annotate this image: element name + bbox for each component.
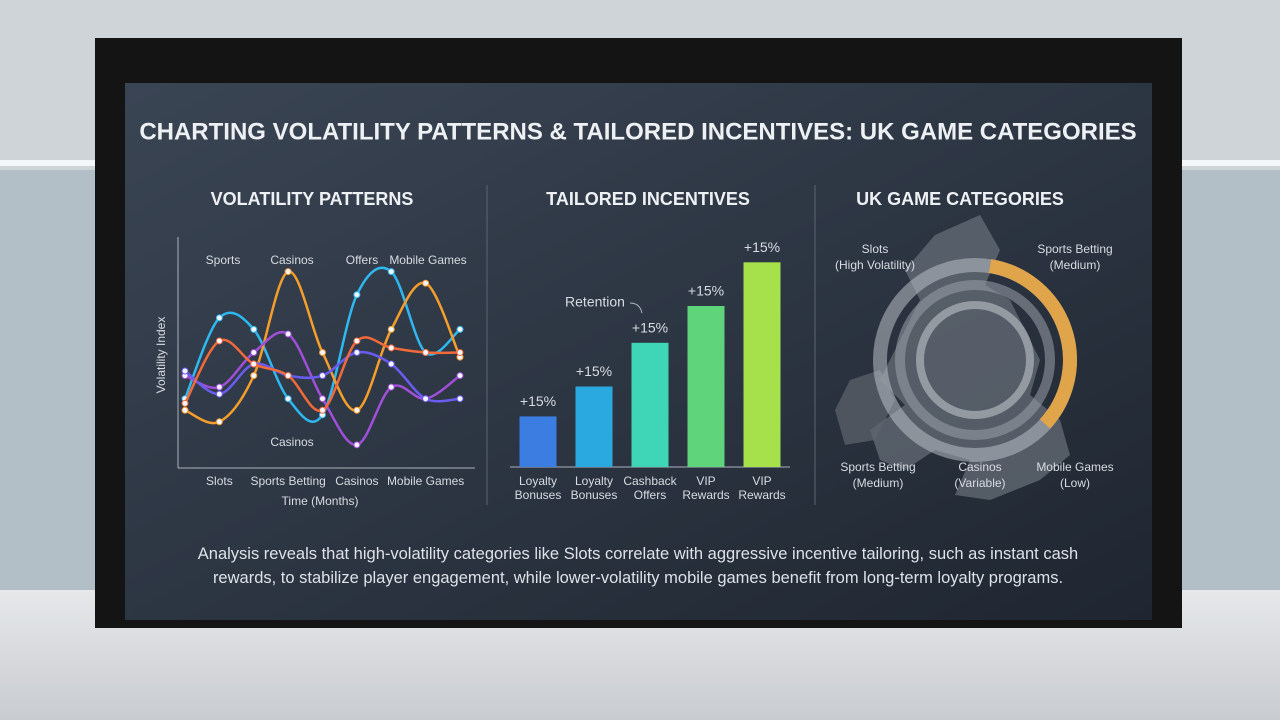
point — [215, 418, 223, 426]
bar — [519, 416, 557, 467]
point — [387, 268, 395, 276]
bar — [743, 262, 781, 467]
point — [319, 406, 326, 414]
x-tick-label: Mobile Games — [387, 474, 464, 488]
point — [353, 291, 361, 299]
ring-arc — [988, 259, 1077, 429]
x-tick-label: Casinos — [335, 474, 378, 488]
x-tick-label: Loyalty Bonuses — [570, 474, 618, 502]
point — [215, 383, 223, 391]
point — [215, 337, 223, 345]
category-label: Sports Betting — [1037, 242, 1112, 256]
annotation-line — [629, 302, 643, 314]
point — [319, 372, 326, 380]
point — [387, 325, 395, 333]
point — [353, 406, 361, 414]
point — [181, 399, 189, 407]
point — [250, 325, 258, 333]
bar — [631, 342, 669, 467]
point — [387, 383, 395, 391]
category-note: (Variable) — [954, 476, 1005, 490]
bar-label: +15% — [520, 393, 556, 409]
point — [353, 349, 361, 356]
category-note: (High Volatility) — [835, 258, 915, 272]
annotation: Sports — [206, 253, 241, 267]
bar-label: +15% — [688, 283, 724, 299]
x-tick-label: Loyalty Bonuses — [514, 474, 562, 502]
point — [284, 268, 292, 276]
point — [284, 372, 292, 380]
point — [353, 441, 361, 449]
ring — [895, 280, 1055, 440]
point — [422, 395, 430, 403]
point — [422, 349, 430, 356]
point — [353, 337, 361, 345]
caption: Analysis reveals that high-volatility ca… — [197, 545, 1079, 587]
point — [250, 372, 258, 380]
point — [422, 279, 430, 287]
point — [284, 395, 292, 403]
x-tick-label: Cashback Offers — [623, 474, 677, 502]
y-axis-label: Volatility Index — [154, 317, 168, 394]
category-label: Casinos — [958, 460, 1001, 474]
point — [181, 367, 189, 375]
bar — [575, 386, 613, 467]
bar — [687, 306, 725, 467]
category-label: Mobile Games — [1036, 460, 1113, 474]
x-axis-label: Time (Months) — [282, 494, 359, 508]
annotation: Mobile Games — [389, 253, 466, 267]
main-title: CHARTING VOLATILITY PATTERNS & TAILORED … — [139, 118, 1136, 145]
point — [284, 330, 292, 338]
x-tick-label: VIP Rewards — [682, 474, 730, 502]
ring — [916, 301, 1034, 419]
chart-title: UK GAME CATEGORIES — [856, 189, 1064, 209]
annotation: Casinos — [270, 253, 313, 267]
bar-label: +15% — [576, 363, 612, 379]
point — [456, 349, 464, 356]
x-tick-label: VIP Rewards — [738, 474, 786, 502]
point — [319, 395, 326, 403]
category-note: (Low) — [1060, 476, 1090, 490]
point — [250, 360, 258, 368]
chart-title: VOLATILITY PATTERNS — [211, 189, 414, 209]
annotation: Casinos — [270, 435, 313, 449]
annotation: Retention — [565, 294, 625, 310]
bar-label: +15% — [632, 320, 668, 336]
point — [456, 395, 464, 403]
point — [387, 344, 395, 352]
point — [456, 372, 464, 380]
point — [250, 349, 258, 356]
chart-title: TAILORED INCENTIVES — [546, 189, 750, 209]
category-label: Slots — [862, 242, 889, 256]
point — [181, 406, 189, 414]
category-note: (Medium) — [853, 476, 904, 490]
x-tick-label: Slots — [206, 474, 233, 488]
x-tick-label: Sports Betting — [250, 474, 325, 488]
point — [387, 360, 395, 368]
category-note: (Medium) — [1050, 258, 1101, 272]
point — [215, 390, 223, 398]
category-label: Sports Betting — [840, 460, 915, 474]
annotation: Offers — [346, 253, 378, 267]
point — [215, 314, 223, 322]
point — [319, 349, 326, 356]
point — [456, 325, 464, 333]
bar-label: +15% — [744, 239, 780, 255]
